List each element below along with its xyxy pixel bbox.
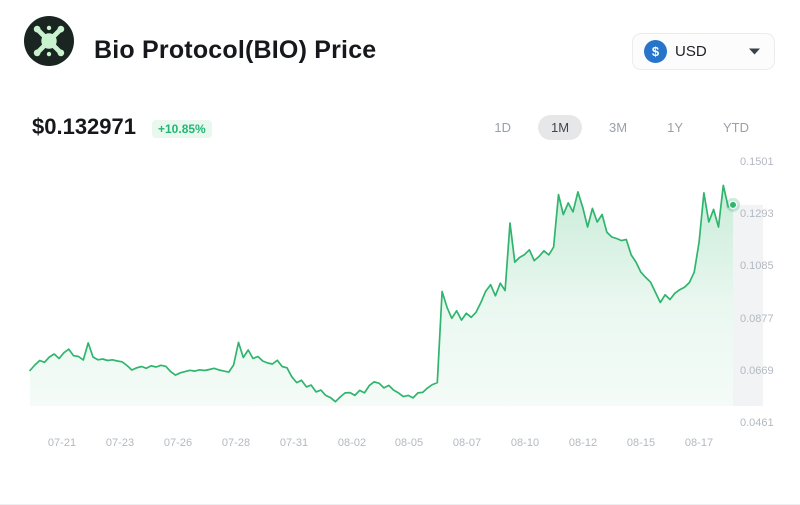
x-axis-tick-label: 08-17: [684, 437, 714, 449]
x-axis-tick-label: 07-31: [279, 437, 309, 449]
range-button-3m[interactable]: 3M: [596, 115, 640, 140]
x-axis-tick-label: 08-10: [510, 437, 540, 449]
chart-price-line: [29, 184, 734, 403]
last-point-marker: [728, 200, 738, 210]
y-axis-tick-label: 0.0877: [740, 313, 774, 325]
range-button-1m[interactable]: 1M: [537, 115, 583, 140]
y-axis-tick-label: 0.1293: [740, 208, 774, 220]
range-button-ytd[interactable]: YTD: [710, 115, 762, 140]
x-axis-tick-label: 08-02: [337, 437, 367, 449]
price-change-badge: +10.85%: [152, 120, 212, 138]
page-title: Bio Protocol(BIO) Price: [94, 36, 377, 64]
x-axis-tick-label: 07-21: [47, 437, 77, 449]
y-axis-tick-label: 0.1501: [740, 156, 774, 168]
bio-protocol-logo-icon: [24, 16, 74, 66]
y-axis-tick-label: 0.0669: [740, 365, 774, 377]
y-axis-tick-label: 0.0461: [740, 417, 774, 429]
x-axis-tick-label: 08-07: [452, 437, 482, 449]
x-axis-tick-label: 08-12: [568, 437, 598, 449]
chart-area-fill: [30, 185, 733, 406]
range-button-1d[interactable]: 1D: [481, 115, 524, 140]
x-axis-tick-label: 07-26: [163, 437, 193, 449]
x-axis-tick-label: 08-15: [626, 437, 656, 449]
x-axis-tick-label: 08-05: [394, 437, 424, 449]
current-price: $0.132971: [32, 114, 136, 139]
usd-coin-icon: $: [644, 40, 667, 63]
x-axis-tick-label: 07-28: [221, 437, 251, 449]
currency-selected-label: USD: [675, 43, 707, 60]
range-button-1y[interactable]: 1Y: [654, 115, 696, 140]
currency-selector[interactable]: $ USD: [632, 33, 775, 70]
x-axis-tick-label: 07-23: [105, 437, 135, 449]
y-axis-tick-label: 0.1085: [740, 260, 774, 272]
projection-band: [733, 204, 763, 406]
time-range-selector: 1D 1M 3M 1Y YTD: [481, 115, 762, 140]
chevron-down-icon: [749, 48, 760, 55]
